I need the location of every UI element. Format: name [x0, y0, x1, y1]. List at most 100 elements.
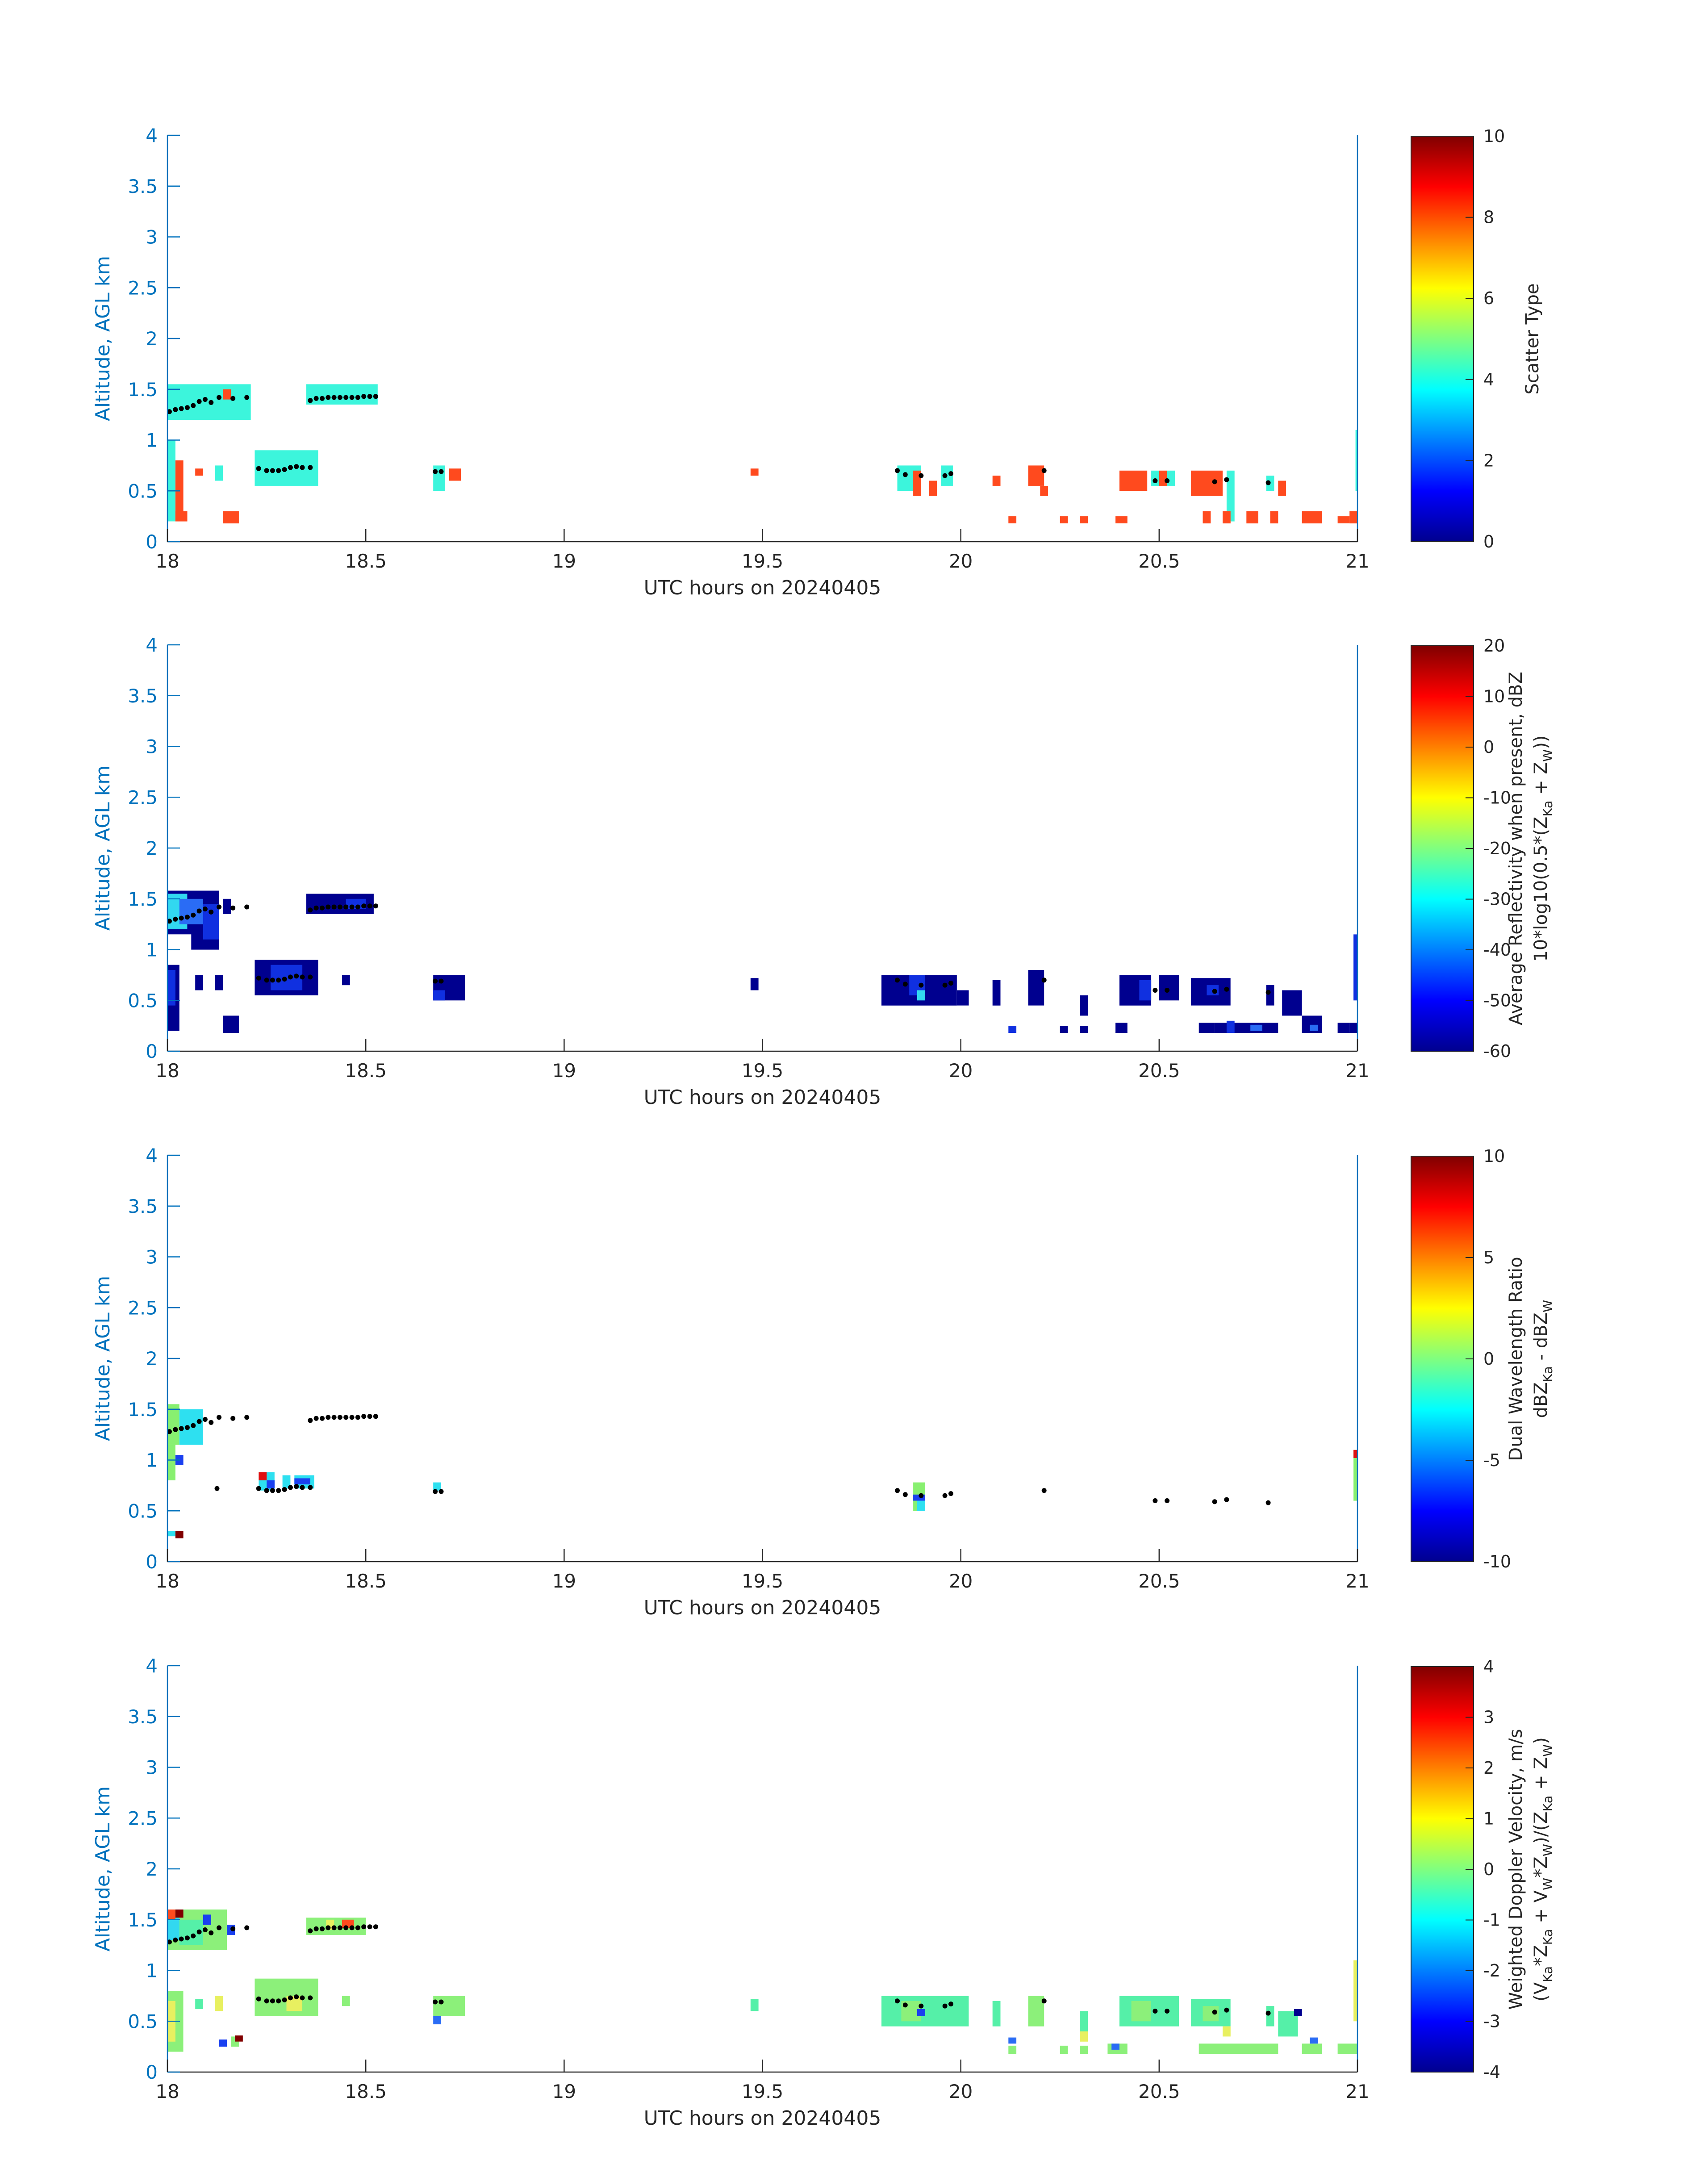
x-tick-label: 19.5 — [742, 1060, 784, 1082]
cloud-base-marker — [942, 473, 948, 478]
cloud-base-marker — [337, 1415, 342, 1420]
cloud-base-marker — [902, 982, 908, 987]
heatmap-cell — [1250, 1024, 1262, 1031]
colorbar-tick-label: -30 — [1483, 890, 1511, 909]
cloud-base-marker — [1165, 1498, 1170, 1503]
cloud-base-marker — [1041, 978, 1047, 983]
cloud-base-marker — [367, 903, 372, 909]
cloud-base-marker — [184, 1425, 190, 1430]
cloud-base-marker — [331, 1415, 337, 1420]
y-axis-label: Altitude, AGL km — [92, 1786, 114, 1951]
colorbar-tick-label: -60 — [1483, 1041, 1511, 1061]
x-axis-label: UTC hours on 20240405 — [644, 1596, 881, 1619]
colorbar-tick-label: 10 — [1483, 126, 1505, 146]
heatmap-cell — [167, 1404, 180, 1445]
y-tick-label: 2.5 — [128, 1807, 158, 1829]
colorbar — [1411, 1666, 1474, 2073]
cloud-base-marker — [282, 1997, 287, 2002]
cloud-base-marker — [331, 395, 337, 400]
heatmap-cell — [195, 1999, 203, 2009]
cloud-base-marker — [167, 1429, 172, 1434]
cloud-base-marker — [282, 467, 287, 472]
cloud-base-marker — [276, 1488, 281, 1493]
heatmap-cell — [992, 980, 1001, 1006]
x-tick-label: 20.5 — [1138, 2081, 1180, 2102]
colorbar-label: Scatter Type — [1522, 284, 1543, 395]
colorbar-tick-label: -50 — [1483, 991, 1511, 1011]
y-tick-label: 2 — [146, 1348, 158, 1370]
cloud-base-marker — [300, 1995, 305, 2001]
cloud-base-marker — [256, 1486, 261, 1491]
x-tick-label: 19.5 — [742, 550, 784, 572]
cloud-base-marker — [349, 395, 355, 400]
cloud-base-marker — [343, 1415, 349, 1420]
cloud-base-marker — [373, 903, 378, 909]
heatmap-cell — [282, 1475, 291, 1489]
cloud-base-marker — [373, 1924, 378, 1930]
cloud-base-marker — [202, 907, 208, 911]
cloud-base-marker — [361, 394, 367, 399]
x-tick-label: 19.5 — [742, 1570, 784, 1592]
colorbar-tick-label: 6 — [1483, 288, 1494, 308]
heatmap-cell — [1080, 2011, 1088, 2031]
cloud-base-marker — [191, 912, 196, 918]
cloud-base-marker — [326, 904, 331, 910]
heatmap-cell — [750, 978, 759, 990]
heatmap-cell — [1111, 2043, 1119, 2050]
cloud-base-marker — [367, 1924, 372, 1930]
cloud-base-marker — [361, 903, 367, 909]
cloud-base-markers — [167, 1924, 1271, 2016]
panel-2: 0 0.5 1 1.5 2 2.5 3 3.5 4 18 18.5 19 19.5 20 20.5 21 UTC… — [92, 634, 1555, 1109]
y-tick-label: 3 — [146, 1246, 158, 1268]
heatmap-cell — [1226, 470, 1235, 522]
y-tick-label: 0.5 — [128, 480, 158, 502]
heatmap-cell — [1159, 470, 1167, 486]
heatmap-cells — [167, 1910, 1357, 2054]
colorbar-label: (VKa*ZKa + VW*ZW)/(ZKa + ZW) — [1531, 1737, 1555, 2002]
cloud-base-marker — [308, 1995, 313, 2001]
cloud-base-marker — [294, 1484, 299, 1489]
colorbar-tick-label: -40 — [1483, 940, 1511, 960]
cloud-base-marker — [1165, 478, 1170, 483]
heatmap-cell — [1008, 2045, 1017, 2054]
cloud-base-marker — [438, 1999, 444, 2005]
heatmap-cell — [1060, 1026, 1068, 1033]
heatmap-cell — [167, 440, 175, 522]
y-tick-label: 3 — [146, 226, 158, 248]
heatmap-cell — [929, 481, 937, 496]
cloud-base-marker — [1153, 1498, 1158, 1503]
colorbar-label: Average Reflectivity when present, dBZ — [1506, 672, 1526, 1025]
cloud-base-marker — [179, 1426, 184, 1431]
y-axis-label: Altitude, AGL km — [92, 765, 114, 931]
cloud-base-marker — [308, 1928, 313, 1934]
cloud-base-marker — [179, 406, 184, 411]
colorbar-tick-label: 1 — [1483, 1809, 1494, 1829]
colorbar — [1411, 136, 1474, 542]
cloud-base-marker — [294, 974, 299, 979]
cloud-base-marker — [1224, 477, 1229, 482]
cloud-base-marker — [313, 905, 319, 911]
cloud-base-marker — [270, 468, 275, 473]
cloud-base-marker — [209, 1420, 214, 1425]
cloud-base-marker — [948, 981, 953, 986]
y-tick-label: 3 — [146, 736, 158, 758]
cloud-base-marker — [270, 1998, 275, 2004]
cloud-base-marker — [895, 1488, 900, 1493]
heatmap-cell — [1353, 934, 1357, 1001]
cloud-base-marker — [217, 395, 221, 400]
heatmap-cell — [992, 2001, 1001, 2027]
heatmap-cell — [1190, 470, 1223, 496]
heatmap-cell — [1310, 1024, 1318, 1031]
heatmap-cell — [255, 1978, 318, 2016]
colorbar-tick-label: 4 — [1483, 1657, 1494, 1676]
cloud-base-marker — [244, 1415, 250, 1420]
cloud-base-marker — [264, 1998, 269, 2004]
x-axis-label: UTC hours on 20240405 — [644, 2107, 881, 2130]
cloud-base-marker — [196, 399, 202, 404]
heatmap-cell — [1215, 1023, 1278, 1033]
heatmap-cells — [167, 384, 1357, 524]
cloud-base-marker — [367, 1414, 372, 1419]
cloud-base-marker — [167, 919, 172, 924]
heatmap-cell — [1060, 516, 1068, 523]
